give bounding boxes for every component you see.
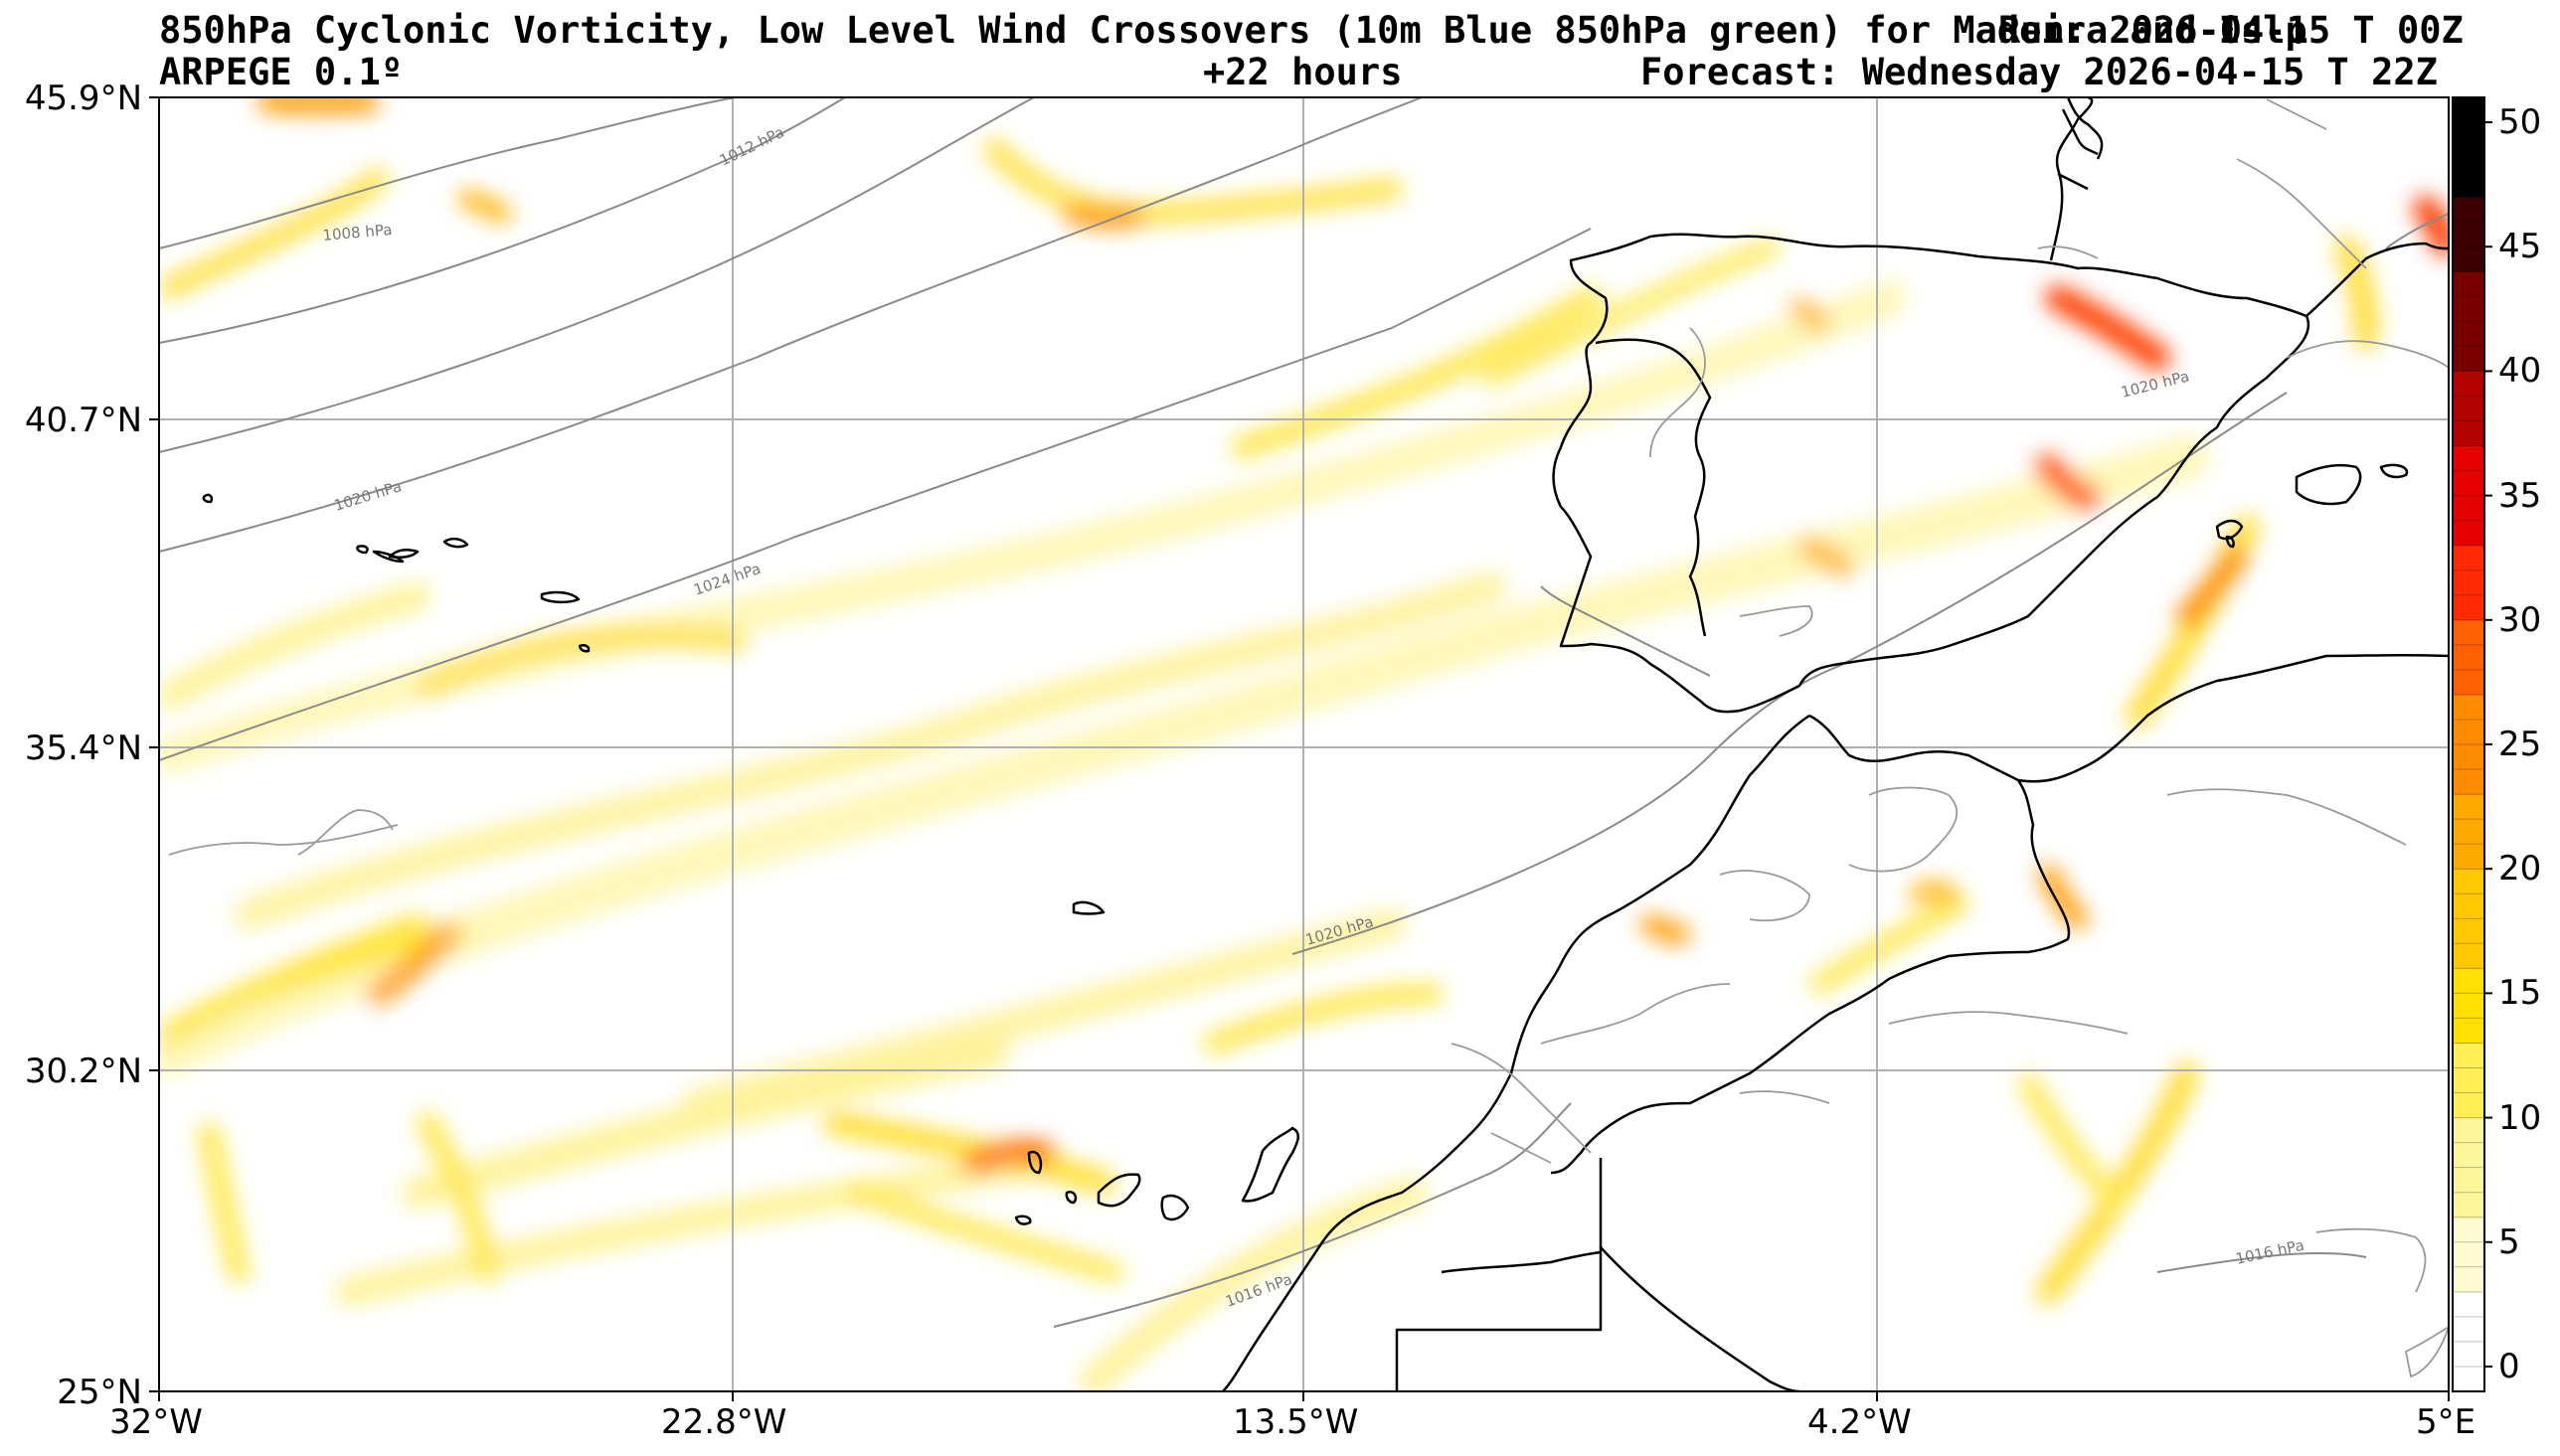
colorbar-segment [2453,968,2484,994]
colorbar-segment [2453,744,2484,770]
colorbar-segment [2453,1241,2484,1268]
colorbar-segment [2453,918,2484,944]
colorbar-segment [2453,1216,2484,1243]
colorbar-segment [2453,520,2484,547]
colorbar-segment [2453,719,2484,745]
colorbar-segment [2453,943,2484,969]
colorbar-tick-label: 5 [2498,1221,2520,1262]
colorbar-segment [2453,594,2484,621]
colorbar-segment [2453,893,2484,919]
colorbar-segment [2453,271,2484,297]
colorbar-segment [2453,346,2484,372]
chart-title: 850hPa Cyclonic Vorticity, Low Level Win… [159,9,2307,52]
colorbar-segment [2453,569,2484,596]
colorbar-segment [2453,147,2484,173]
lat-label: 35.4°N [24,728,142,768]
colorbar-tick-label: 20 [2498,849,2542,890]
colorbar-segment [2453,396,2484,421]
colorbar-segment [2453,993,2484,1019]
colorbar-segment [2453,669,2484,696]
colorbar-segment [2453,470,2484,497]
lat-label: 40.7°N [24,401,142,440]
colorbar-segment [2453,445,2484,472]
isobars [159,97,2449,1328]
colorbar-tick-label: 40 [2498,351,2542,392]
model-name: ARPEGE 0.1º [159,51,404,93]
terrain-contours [168,98,2449,1378]
colorbar-segment [2453,1341,2484,1368]
colorbar-segment [2453,619,2484,646]
gridlines [159,97,2449,1391]
colorbar-segment [2453,1043,2484,1068]
forecast-time: Forecast: Wednesday 2026-04-15 T 22Z [1640,51,2438,93]
colorbar-segment [2453,321,2484,347]
colorbar-segment [2453,1142,2484,1169]
colorbar-segment [2453,1117,2484,1144]
lat-label: 45.9°N [24,79,142,118]
colorbar-segment [2453,296,2484,322]
colorbar-segment [2453,371,2484,397]
colorbar-segment [2453,1366,2484,1392]
colorbar-segment [2453,97,2484,123]
run-time: Run: 2026-04-15 T 00Z [1998,9,2464,52]
coastlines [202,97,2449,1391]
colorbar-tick-label: 45 [2498,227,2542,267]
colorbar-segment [2453,794,2484,820]
colorbar-segment [2453,1018,2484,1044]
colorbar-segment [2453,122,2484,148]
colorbar-segment [2453,420,2484,447]
isobar-labels: 1008 hPa 1012 hPa 1020 hPa 1024 hPa 1020… [322,123,2306,1311]
colorbar-segment [2453,1291,2484,1318]
colorbar-segment [2453,694,2484,721]
colorbar-segment [2453,1167,2484,1194]
lat-label: 30.2°N [24,1052,142,1091]
colorbar-segment [2453,172,2484,198]
colorbar-segment [2453,495,2484,522]
lon-label: 4.2°W [1807,1402,1912,1442]
colorbar-tick-label: 35 [2498,475,2542,516]
colorbar-tick-label: 10 [2498,1097,2542,1138]
colorbar-segment [2453,869,2484,894]
colorbar-tick-label: 50 [2498,102,2542,143]
lat-label: 25°N [57,1373,142,1412]
lon-label: 13.5°W [1233,1402,1359,1442]
colorbar-segment [2453,197,2484,223]
colorbar [2452,96,2492,1392]
colorbar-segment [2453,545,2484,571]
colorbar-segment [2453,1316,2484,1343]
lon-label: 5°E [2416,1402,2476,1442]
colorbar-segment [2453,844,2484,870]
colorbar-segment [2453,222,2484,247]
colorbar-tick-label: 25 [2498,725,2542,764]
colorbar-segment [2453,644,2484,671]
lead-time: +22 hours [1203,51,1403,93]
colorbar-segment [2453,819,2484,845]
lon-label: 32°W [109,1402,203,1442]
colorbar-segment [2453,1266,2484,1293]
tick-marks [149,96,2450,1401]
colorbar-tick-label: 0 [2498,1346,2520,1386]
colorbar-segment [2453,1092,2484,1119]
colorbar-tick-label: 15 [2498,973,2542,1014]
colorbar-segment [2453,1192,2484,1218]
colorbar-segment [2453,246,2484,272]
colorbar-segment [2453,769,2484,795]
colorbar-tick-label: 30 [2498,599,2542,640]
lon-label: 22.8°W [661,1402,787,1442]
colorbar-segment [2453,1067,2484,1094]
